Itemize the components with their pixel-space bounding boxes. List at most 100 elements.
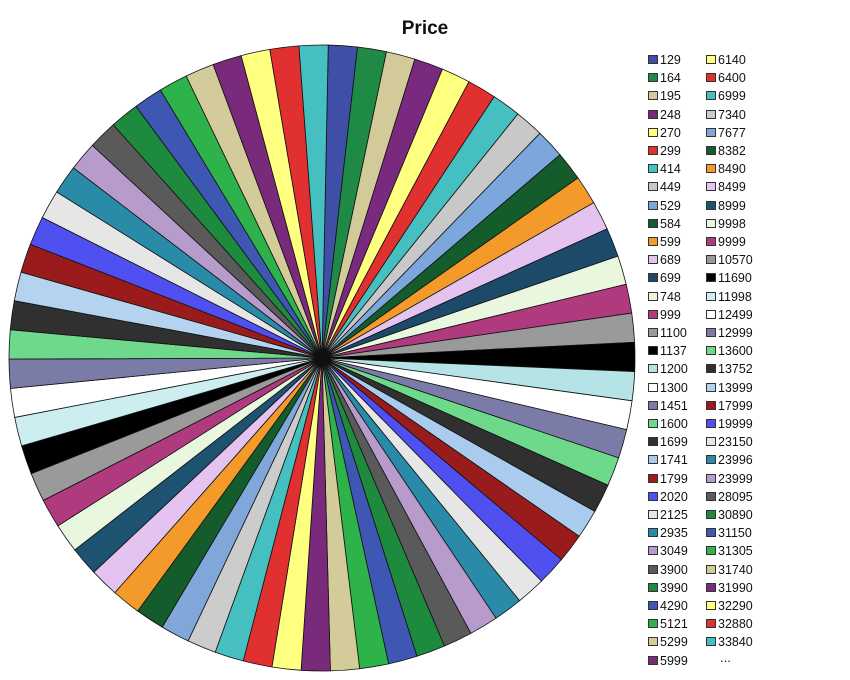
legend-item-699: 699	[648, 270, 704, 287]
legend-item-19999: 19999	[706, 416, 760, 433]
legend-item-1451: 1451	[648, 398, 704, 415]
legend-swatch	[648, 400, 658, 410]
legend-item-8490: 8490	[706, 161, 760, 178]
legend-item-12999: 12999	[706, 325, 760, 342]
legend-item-13999: 13999	[706, 380, 760, 397]
legend-item-11998: 11998	[706, 289, 760, 306]
legend-swatch	[648, 182, 658, 192]
legend-swatch	[706, 601, 716, 610]
legend-item-129: 129	[648, 52, 704, 69]
legend-label: 3900	[660, 562, 688, 577]
legend-item-748: 748	[648, 289, 704, 306]
legend-label: 11690	[718, 271, 752, 286]
legend-item-6400: 6400	[706, 70, 760, 87]
legend-label: 4290	[660, 599, 688, 613]
legend-item-689: 689	[648, 252, 704, 269]
legend-swatch	[706, 437, 716, 447]
legend-label: 31305	[718, 544, 753, 559]
legend-item-3990: 3990	[648, 580, 704, 597]
legend-item-1137: 1137	[648, 343, 704, 360]
pie-slices	[8, 44, 636, 672]
legend-label: 2020	[660, 489, 688, 504]
legend-label: 449	[660, 180, 681, 195]
legend-label: 10570	[718, 253, 753, 268]
legend-label: 2935	[660, 526, 688, 541]
legend-label: 1799	[660, 471, 688, 486]
legend-label: 31990	[718, 580, 753, 595]
legend-item-195: 195	[648, 88, 704, 105]
legend-item-3049: 3049	[648, 543, 704, 560]
legend-swatch	[648, 255, 658, 265]
legend-label: 699	[660, 271, 681, 286]
legend-swatch	[706, 546, 716, 556]
legend-item-7340: 7340	[706, 107, 760, 124]
legend-item-31150: 31150	[706, 525, 760, 542]
legend-label: 414	[660, 162, 681, 177]
legend-label: 7340	[718, 107, 746, 122]
legend-label: 6400	[718, 71, 746, 86]
legend-label: 1300	[660, 380, 688, 395]
legend-swatch	[648, 546, 658, 556]
legend-label: 23150	[718, 435, 753, 450]
legend-item-999: 999	[648, 307, 704, 324]
legend-label: 1100	[660, 326, 687, 340]
legend-item-449: 449	[648, 179, 704, 196]
legend-label: 1137	[660, 344, 687, 359]
legend-label: 12999	[718, 326, 753, 340]
legend-swatch	[706, 564, 716, 574]
legend-label: 32880	[718, 617, 753, 632]
legend-swatch	[706, 473, 716, 483]
legend-swatch	[648, 473, 658, 483]
legend-item-1799: 1799	[648, 471, 704, 488]
legend-swatch	[706, 419, 716, 428]
legend-label: 529	[660, 198, 681, 213]
legend-label: 9998	[718, 216, 746, 231]
legend-item-8999: 8999	[706, 198, 760, 215]
legend-swatch	[648, 273, 658, 283]
legend-swatch	[706, 619, 716, 629]
legend-label: 129	[660, 53, 681, 67]
legend-label: 31740	[718, 562, 753, 577]
legend-label: 299	[660, 144, 681, 158]
legend-swatch	[648, 491, 658, 501]
legend-item-2125: 2125	[648, 507, 704, 524]
legend-item-1300: 1300	[648, 380, 704, 397]
legend-swatch	[648, 564, 658, 574]
legend-label: 584	[660, 216, 681, 231]
legend-item-13600: 13600	[706, 343, 760, 360]
legend-label: 5121	[660, 617, 688, 632]
legend-swatch	[648, 582, 658, 592]
legend-label: 13752	[718, 362, 753, 377]
legend-item-2020: 2020	[648, 489, 704, 506]
legend-swatch	[706, 637, 716, 647]
legend-item-414: 414	[648, 161, 704, 178]
legend-swatch	[706, 127, 716, 137]
legend-swatch	[648, 127, 658, 137]
legend-label: 748	[660, 289, 681, 304]
legend-item-299: 299	[648, 143, 704, 160]
legend-item-7677: 7677	[706, 125, 760, 142]
legend-swatch	[706, 146, 716, 155]
legend-label: 8490	[718, 162, 746, 177]
legend-swatch	[648, 346, 658, 356]
legend-swatch	[648, 109, 658, 119]
legend-item-4290: 4290	[648, 598, 704, 615]
legend-label: 5999	[660, 653, 688, 668]
legend-swatch	[706, 364, 716, 374]
legend-swatch	[648, 364, 658, 374]
legend-swatch	[648, 601, 658, 610]
legend-swatch	[706, 510, 716, 519]
legend-swatch	[648, 218, 658, 228]
legend-item-529: 529	[648, 198, 704, 215]
legend-item-584: 584	[648, 216, 704, 233]
legend-label: 9999	[718, 235, 746, 249]
legend-label: 19999	[718, 417, 753, 431]
legend-label: 17999	[718, 398, 753, 413]
legend-swatch	[648, 528, 658, 538]
legend-swatch	[706, 55, 716, 64]
legend-swatch	[706, 491, 716, 501]
legend-item-2935: 2935	[648, 525, 704, 542]
legend-item-599: 599	[648, 234, 704, 251]
legend-item-32290: 32290	[706, 598, 760, 615]
legend-swatch	[706, 273, 716, 283]
